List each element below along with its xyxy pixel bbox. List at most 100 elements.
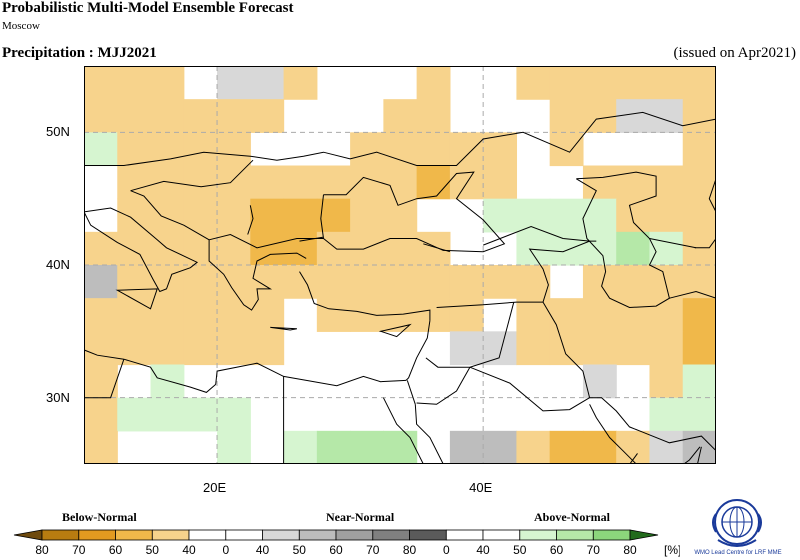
boundary-line — [589, 397, 716, 452]
boundary-line — [406, 380, 416, 405]
grid-cell — [449, 132, 484, 167]
grid-cell — [682, 132, 716, 167]
legend-tick-label: 50 — [293, 543, 307, 557]
legend-swatch — [409, 529, 447, 541]
grid-cell — [117, 66, 152, 100]
legend-tick-label: 80 — [623, 543, 637, 557]
legend-category-below: Below-Normal — [62, 510, 137, 524]
grid-cell — [582, 198, 617, 233]
grid-cell — [250, 198, 285, 233]
grid-cell — [383, 430, 418, 464]
grid-cell — [117, 132, 152, 167]
legend-swatch — [262, 529, 300, 541]
grid-cell — [682, 397, 716, 432]
grid-cell — [416, 298, 451, 332]
grid-cell — [616, 430, 651, 464]
legend-above-max-arrow — [629, 529, 659, 541]
legend-unit-label: [%] — [664, 543, 680, 557]
boundary-line — [423, 243, 451, 253]
color-legend: 80 70 60 50 40 0 40 50 60 70 80 0 40 50 60 70 80 [%] — [13, 529, 680, 557]
grid-cell — [416, 265, 451, 299]
grid-cell — [682, 364, 716, 399]
grid-cell — [483, 430, 518, 464]
grid-cell — [150, 198, 185, 233]
boundary-line — [130, 190, 307, 311]
grid-cell — [682, 66, 716, 100]
grid-cell — [416, 132, 451, 167]
grid-cell — [516, 198, 551, 233]
longitude-label: 40E — [469, 480, 493, 495]
boundary-line — [382, 397, 437, 464]
grid-cell — [183, 165, 218, 200]
grid-cell — [549, 99, 584, 133]
boundary-line — [483, 225, 590, 246]
grid-cell — [483, 165, 518, 200]
grid-cell — [483, 132, 518, 167]
grid-cell — [316, 265, 351, 299]
boundary-line — [84, 359, 125, 399]
legend-tick-label: 60 — [550, 543, 564, 557]
boundary-line — [84, 349, 407, 393]
logo-caption: WMO Lead Centre for LRF MME — [694, 550, 782, 556]
legend-tick-label: 40 — [256, 543, 270, 557]
grid-cell — [383, 165, 418, 200]
grid-cell — [516, 430, 551, 464]
grid-cell — [84, 430, 118, 464]
grid-cell — [682, 298, 716, 332]
grid-cell — [84, 132, 118, 167]
legend-category-above: Above-Normal — [534, 510, 610, 524]
grid-cell — [250, 331, 285, 366]
grid-cell — [84, 99, 118, 133]
grid-cell — [649, 364, 684, 399]
grid-cell — [117, 198, 152, 233]
grid-cell — [383, 132, 418, 167]
boundary-line — [589, 404, 701, 464]
boundary-line — [405, 320, 431, 381]
grid-cell — [150, 397, 185, 432]
grid-cell — [682, 165, 716, 200]
grid-cell — [316, 298, 351, 332]
legend-swatch — [372, 529, 410, 541]
grid-cell — [350, 265, 384, 299]
grid-cell — [582, 66, 617, 100]
grid-cell — [183, 132, 218, 167]
boundary-line — [130, 159, 254, 192]
grid-cell — [682, 198, 716, 233]
grid-cell — [117, 397, 152, 432]
grid-cell — [616, 331, 651, 366]
grid-cell — [649, 265, 684, 299]
grid-cell — [416, 165, 451, 200]
grid-cell — [582, 298, 617, 332]
legend-tick-label: 80 — [35, 543, 49, 557]
grid-cell — [682, 331, 716, 366]
grid-cell — [84, 364, 118, 399]
issued-date-label: (issued on Apr2021) — [673, 45, 797, 61]
grid-cell — [516, 66, 551, 100]
grid-cell — [416, 66, 451, 100]
grid-cell — [616, 265, 651, 299]
boundary-line — [299, 236, 324, 242]
grid-cell — [250, 265, 285, 299]
boundary-line — [669, 290, 716, 299]
legend-tick-label: 70 — [366, 543, 380, 557]
grid-cell — [217, 298, 251, 332]
grid-cell — [183, 231, 218, 266]
grid-cell — [217, 231, 251, 266]
grid-cell — [150, 331, 185, 366]
legend-swatch — [225, 529, 264, 541]
grid-cell — [250, 66, 285, 100]
grid-cell — [549, 66, 584, 100]
grid-cell — [84, 397, 118, 432]
legend-tick-label: 50 — [513, 543, 527, 557]
grid-cell — [217, 132, 251, 167]
grid-cell — [483, 198, 518, 233]
grid-cell — [217, 397, 251, 432]
legend-swatch — [482, 529, 521, 541]
grid-cell — [582, 265, 617, 299]
grid-cell — [582, 231, 617, 266]
grid-cell — [217, 165, 251, 200]
grid-cell — [183, 265, 218, 299]
boundary-line — [469, 366, 590, 412]
legend-category-near: Near-Normal — [326, 510, 395, 524]
grid-cell — [350, 198, 384, 233]
